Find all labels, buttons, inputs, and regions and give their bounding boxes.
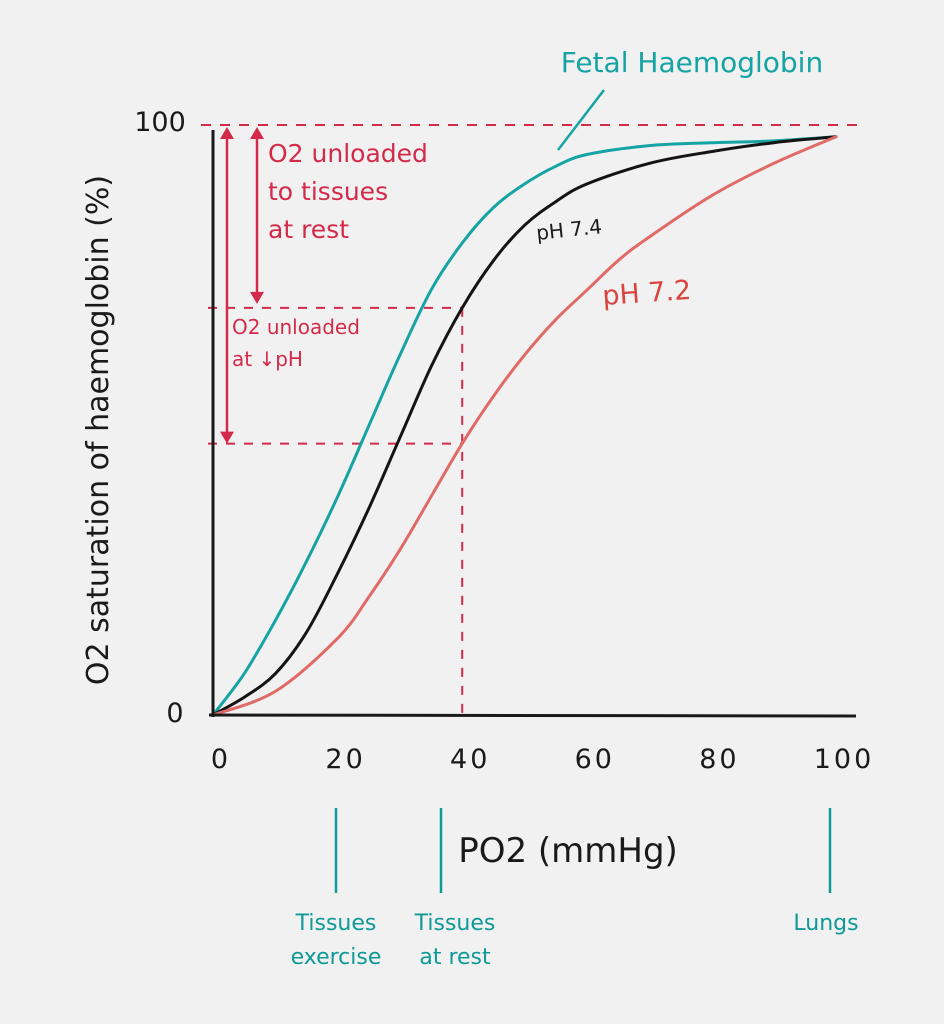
annotation-unload-ph: O2 unloaded: [232, 315, 360, 339]
ph74-curve: [211, 135, 838, 717]
annotation-unload-rest: at rest: [268, 215, 349, 244]
arrowhead-down-icon: [220, 431, 234, 444]
arrowhead-up-icon: [250, 127, 264, 139]
ph74-label: pH 7.4: [535, 214, 603, 245]
annotation-unload-rest: to tissues: [268, 177, 388, 206]
x-tick-label: 100: [814, 744, 875, 775]
fetal-label: Fetal Haemoglobin: [561, 46, 823, 79]
fetal-pointer: [557, 89, 605, 151]
x-axis-title: PO2 (mmHg): [458, 831, 678, 871]
arrowhead-up-icon: [220, 127, 234, 139]
guide-lines: [201, 124, 862, 715]
marker-label: Lungs: [793, 911, 858, 936]
x-tick-label: 60: [575, 744, 615, 775]
ph72-label: pH 7.2: [601, 275, 692, 312]
x-axis: [208, 713, 857, 718]
y-axis-title: O2 saturation of haemoglobin (%): [81, 175, 116, 685]
curves: [211, 135, 838, 717]
marker-label: exercise: [291, 945, 382, 970]
labels: PO2 (mmHg) O2 saturation of haemoglobin (…: [81, 46, 859, 970]
x-tick-label: 0: [211, 744, 231, 775]
tick-labels: 0 20 40 60 80 100 0 100: [134, 107, 875, 775]
arrowhead-down-icon: [250, 291, 264, 304]
x-tick-label: 20: [325, 744, 365, 775]
y-tick-label: 0: [166, 698, 183, 729]
marker-label: Tissues: [295, 911, 377, 936]
y-tick-label: 100: [134, 107, 186, 138]
fetal-curve: [211, 135, 838, 717]
annotation-unload-ph: at ↓pH: [232, 347, 303, 371]
marker-label: Tissues: [414, 911, 496, 936]
ph72-curve: [211, 135, 838, 717]
x-tick-label: 80: [699, 744, 739, 775]
annotation-unload-rest: O2 unloaded: [268, 139, 428, 168]
axes: [208, 130, 857, 718]
x-tick-label: 40: [450, 744, 490, 775]
marker-label: at rest: [419, 945, 491, 970]
